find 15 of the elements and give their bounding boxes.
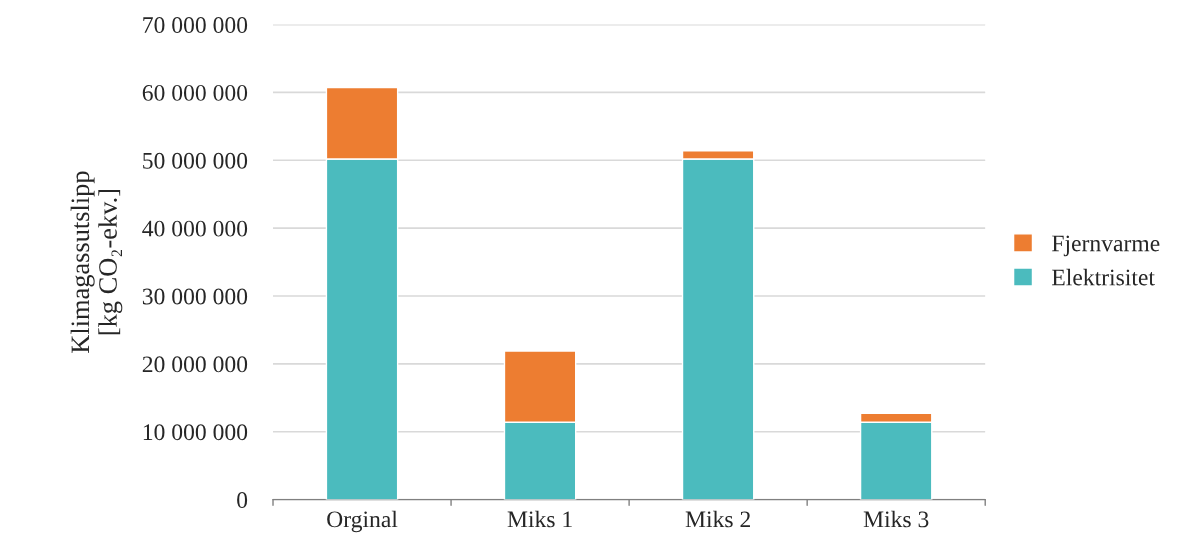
y-tick-label: 0 xyxy=(237,492,248,509)
y-tick-label: 10 000 000 xyxy=(143,424,248,441)
y-tick-label: 40 000 000 xyxy=(142,220,248,237)
x-tick-label: Miks 1 xyxy=(507,510,572,528)
legend-label: Fjernvarme xyxy=(1052,235,1160,257)
x-tick-label: Miks 2 xyxy=(685,510,750,528)
y-tick-label: 70 000 000 xyxy=(143,17,248,33)
legend-label: Elektrisitet xyxy=(1052,268,1155,286)
y-axis-title: Klimagassutslipp [kg CO₂-ekv.] xyxy=(70,171,123,353)
y-tick-label: 60 000 000 xyxy=(142,84,248,101)
y-tick-label: 50 000 000 xyxy=(143,152,248,169)
x-tick-label: Orginal xyxy=(327,510,398,533)
y-tick-label: 20 000 000 xyxy=(142,356,248,373)
y-tick-label: 30 000 000 xyxy=(142,288,248,305)
x-tick-label: Miks 3 xyxy=(863,510,929,528)
